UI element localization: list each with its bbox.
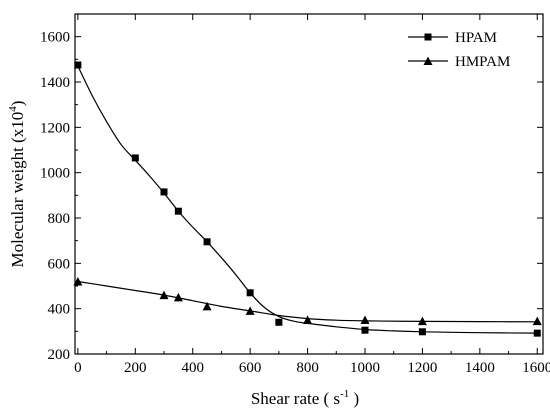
y-tick-label: 600 xyxy=(48,256,71,272)
point-hmpam xyxy=(173,292,183,302)
point-hpam xyxy=(74,61,82,69)
point-hpam xyxy=(418,328,426,336)
y-axis-title: Molecular weight (x104) xyxy=(7,101,27,268)
fit-curve-hmpam xyxy=(77,280,538,323)
data-markers xyxy=(73,61,542,337)
point-hmpam xyxy=(159,290,169,300)
y-tick-label: 1600 xyxy=(40,30,70,46)
point-hpam xyxy=(361,326,369,334)
x-tick-label: 600 xyxy=(239,360,262,376)
point-hpam xyxy=(174,207,182,215)
point-hmpam xyxy=(303,315,313,324)
y-tick-label: 800 xyxy=(48,211,71,227)
point-hpam xyxy=(246,289,254,297)
point-hpam xyxy=(275,318,283,326)
x-axis-title: Shear rate ( s-1 ) xyxy=(251,388,359,408)
point-hpam xyxy=(203,238,211,246)
x-tick-label: 400 xyxy=(181,360,204,376)
point-hmpam xyxy=(417,316,427,326)
x-tick-labels: 0 200 400 600 800 1000 1200 1400 1600 xyxy=(74,360,550,376)
point-hmpam xyxy=(245,306,255,315)
y-tick-label: 1000 xyxy=(40,166,70,182)
legend-label-hpam: HPAM xyxy=(455,30,497,46)
y-tick-label: 1200 xyxy=(40,120,70,136)
fit-curve-hpam xyxy=(77,65,538,334)
legend-label-hmpam: HMPAM xyxy=(455,54,510,70)
point-hmpam xyxy=(73,276,83,286)
legend-marker-hpam xyxy=(424,33,432,41)
point-hpam xyxy=(131,154,139,162)
y-tick-label: 400 xyxy=(48,302,71,318)
x-tick-label: 800 xyxy=(296,360,319,376)
y-tick-label: 200 xyxy=(48,347,71,363)
legend: HPAM HMPAM xyxy=(408,30,510,70)
x-tick-label: 1000 xyxy=(350,360,380,376)
point-hpam xyxy=(160,188,168,196)
plot-area xyxy=(74,13,544,355)
point-hmpam xyxy=(360,315,370,324)
x-tick-label: 1400 xyxy=(465,360,495,376)
x-tick-label: 1600 xyxy=(522,360,550,376)
point-hmpam xyxy=(202,301,212,311)
y-tick-label: 1400 xyxy=(40,75,70,91)
point-hpam xyxy=(533,329,541,337)
x-tick-label: 1200 xyxy=(407,360,437,376)
x-tick-label: 0 xyxy=(74,360,82,376)
x-tick-label: 200 xyxy=(124,360,147,376)
y-tick-labels: 200 400 600 800 1000 1200 1400 1600 xyxy=(40,30,70,363)
tick-marks xyxy=(75,14,543,355)
point-hmpam xyxy=(532,316,542,326)
legend-marker-hmpam xyxy=(423,56,433,65)
fit-curves xyxy=(77,65,538,334)
